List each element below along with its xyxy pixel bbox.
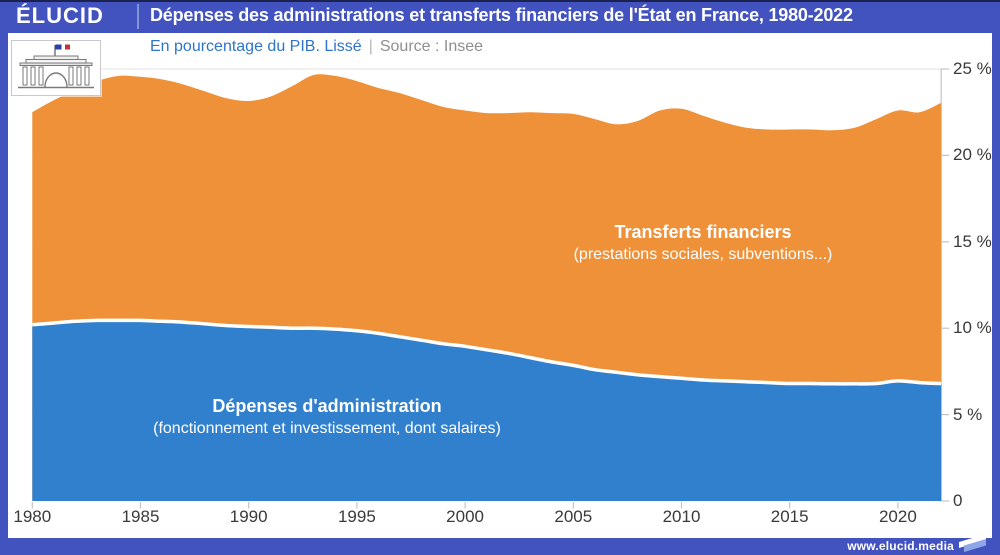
assembly-building-icon (11, 40, 101, 96)
subtitle-separator: | (368, 38, 373, 55)
y-axis-label-15: 15 % (953, 231, 992, 251)
subtitle-unit: En pourcentage du PIB. Lissé (150, 38, 362, 55)
frame-border-left (0, 0, 8, 555)
x-axis-label-2020: 2020 (878, 507, 917, 526)
y-axis-label-0: 0 (953, 491, 963, 510)
footer-bar: www.elucid.media (0, 534, 1000, 555)
frame-border-right (992, 0, 1000, 555)
footer-url: www.elucid.media (847, 539, 954, 553)
x-axis-label-1995: 1995 (337, 507, 376, 526)
series-boundary-line (32, 318, 942, 386)
x-axis-label-2000: 2000 (446, 507, 485, 526)
frame-border-top (0, 0, 1000, 2)
subtitle-source: Source : Insee (379, 38, 484, 55)
y-axis-label-5: 5 % (953, 404, 983, 424)
x-axis-label-1990: 1990 (229, 507, 268, 526)
chart-title: Dépenses des administrations et transfer… (150, 5, 853, 25)
x-axis-label-2010: 2010 (662, 507, 701, 526)
y-axis-label-10: 10 % (953, 318, 992, 338)
x-axis-label-1985: 1985 (121, 507, 160, 526)
y-axis-label-20: 20 % (953, 145, 992, 165)
header-divider (137, 4, 139, 29)
x-axis-label-1980: 1980 (13, 507, 52, 526)
x-axis-label-2005: 2005 (554, 507, 593, 526)
header-bar: ÉLUCID Dépenses des administrations et t… (0, 0, 1000, 33)
elucid-flag-icon (958, 531, 988, 555)
y-axis-label-25: 25 % (953, 59, 992, 78)
elucid-logo: ÉLUCID (16, 3, 104, 28)
subtitle-row: En pourcentage du PIB. Lissé | Source : In… (150, 38, 483, 56)
admin-area (32, 320, 942, 501)
x-axis-label-2015: 2015 (770, 507, 809, 526)
